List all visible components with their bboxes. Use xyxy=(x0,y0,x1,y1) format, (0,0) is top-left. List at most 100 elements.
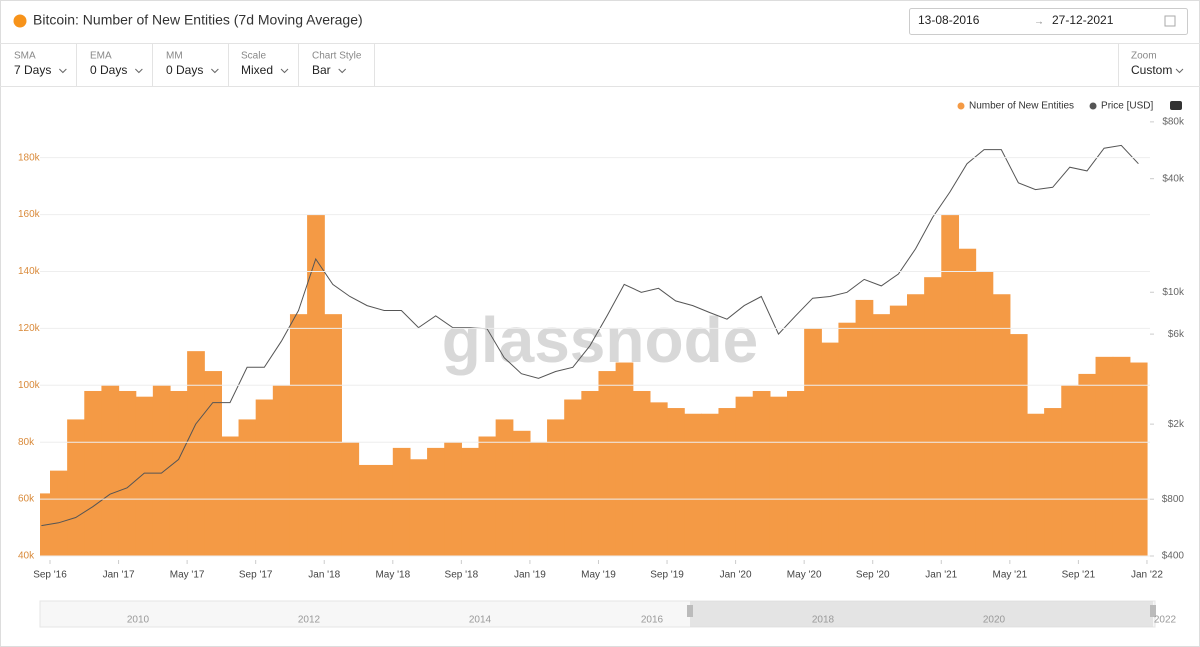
bar xyxy=(907,294,925,556)
x-tick-label: May '17 xyxy=(170,570,205,581)
bar xyxy=(272,385,291,556)
x-tick-label: Jan '22 xyxy=(1131,570,1163,581)
bar xyxy=(1044,408,1062,556)
y2-tick-label: $800 xyxy=(1162,494,1185,505)
bar xyxy=(289,314,308,556)
date-separator: → xyxy=(1034,17,1044,28)
bar xyxy=(581,390,600,556)
y-tick-label: 80k xyxy=(18,437,35,448)
navigator-selection[interactable] xyxy=(690,601,1153,627)
bar xyxy=(67,419,85,556)
bar xyxy=(409,459,428,556)
bar xyxy=(1112,356,1131,556)
date-to[interactable]: 27-12-2021 xyxy=(1052,13,1114,27)
y2-tick-label: $80k xyxy=(1162,117,1185,128)
y-tick-label: 120k xyxy=(18,323,41,334)
watermark: glassnode xyxy=(442,304,759,376)
control-value[interactable]: 0 Days xyxy=(166,63,203,77)
bar xyxy=(221,436,240,556)
bar xyxy=(632,390,651,556)
y2-tick-label: $10k xyxy=(1162,287,1185,298)
navigator-handle[interactable] xyxy=(687,605,693,617)
bar xyxy=(512,430,531,556)
x-tick-label: Sep '19 xyxy=(650,570,684,581)
control-label: MM xyxy=(166,51,183,62)
bar xyxy=(1026,413,1045,556)
bitcoin-icon xyxy=(13,14,27,28)
control-value[interactable]: 0 Days xyxy=(90,63,127,77)
bar xyxy=(84,390,103,556)
legend-label[interactable]: Price [USD] xyxy=(1101,101,1153,112)
calendar-icon[interactable] xyxy=(1164,15,1176,27)
bar xyxy=(187,351,205,556)
x-tick-label: Jan '20 xyxy=(720,570,752,581)
bar xyxy=(50,470,68,556)
price-line xyxy=(41,144,1139,527)
bar xyxy=(821,342,840,556)
bar xyxy=(547,419,565,556)
bar xyxy=(255,399,274,556)
x-tick-label: Sep '21 xyxy=(1062,570,1096,581)
zoom-value[interactable]: Custom xyxy=(1131,63,1172,77)
zoom-label: Zoom xyxy=(1131,51,1157,62)
x-tick-label: Jan '17 xyxy=(103,570,135,581)
bar xyxy=(118,390,137,556)
chevron xyxy=(59,68,67,74)
navigator-label: 2022 xyxy=(1154,615,1177,626)
y2-tick-label: $2k xyxy=(1168,419,1185,430)
bar xyxy=(169,390,188,556)
bar xyxy=(1009,334,1028,556)
control-label: Scale xyxy=(241,51,266,62)
bar xyxy=(461,447,480,556)
chevron xyxy=(211,68,219,74)
plot-area xyxy=(40,144,1148,557)
navigator-label: 2020 xyxy=(983,615,1006,626)
date-from[interactable]: 13-08-2016 xyxy=(918,13,980,27)
chevron xyxy=(135,68,143,74)
legend-swatch[interactable] xyxy=(957,102,965,110)
y-tick-label: 160k xyxy=(18,209,41,220)
bar xyxy=(735,396,754,556)
bar xyxy=(701,413,720,556)
date-range[interactable] xyxy=(909,8,1188,35)
bar xyxy=(478,436,497,556)
bar xyxy=(889,305,908,556)
bar xyxy=(769,396,788,556)
bar xyxy=(135,396,154,556)
bar xyxy=(1095,356,1114,556)
bar xyxy=(392,447,411,556)
bar xyxy=(718,408,737,556)
chevron xyxy=(338,68,347,74)
bar xyxy=(667,408,685,556)
bar xyxy=(872,314,891,556)
control-value[interactable]: 7 Days xyxy=(14,63,51,77)
y-tick-label: 180k xyxy=(18,152,41,163)
bar xyxy=(564,399,582,556)
x-tick-label: Sep '20 xyxy=(856,570,890,581)
control-value[interactable]: Bar xyxy=(312,63,331,77)
x-tick-label: May '21 xyxy=(992,570,1027,581)
control-value[interactable]: Mixed xyxy=(241,63,273,77)
bar xyxy=(855,299,874,556)
y2-tick-label: $400 xyxy=(1162,551,1185,562)
page-title: Bitcoin: Number of New Entities (7d Movi… xyxy=(33,12,363,28)
control-label: Chart Style xyxy=(312,51,362,62)
bar xyxy=(992,294,1011,556)
navigator-handle[interactable] xyxy=(1150,605,1156,617)
y-tick-label: 140k xyxy=(18,266,41,277)
bar xyxy=(427,447,445,556)
camera-icon[interactable] xyxy=(1170,101,1182,110)
x-tick-label: Jan '19 xyxy=(514,570,546,581)
legend-swatch[interactable] xyxy=(1089,102,1097,110)
legend-label[interactable]: Number of New Entities xyxy=(969,101,1074,112)
y-tick-label: 40k xyxy=(18,551,35,562)
chevron xyxy=(1175,68,1184,74)
x-tick-label: May '18 xyxy=(375,570,410,581)
x-tick-label: Sep '17 xyxy=(239,570,273,581)
bar xyxy=(1078,373,1097,556)
bar xyxy=(495,419,514,556)
navigator-label: 2010 xyxy=(127,615,150,626)
